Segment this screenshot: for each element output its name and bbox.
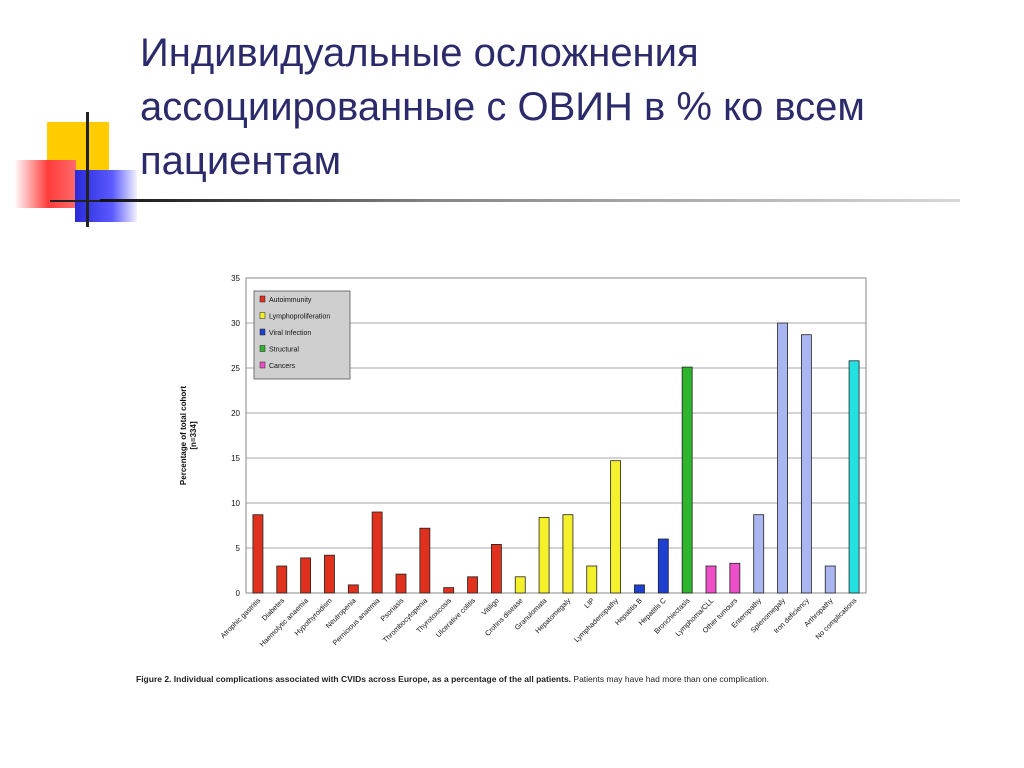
legend-swatch [259,312,266,319]
caption-normal: Patients may have had more than one comp… [571,674,770,684]
y-axis-label-n: [n=334] [189,421,198,450]
complications-bar-chart: 0 5 10 15 20 25 30 35 Percentage of total cohort… [179,274,867,648]
y-tick-label: 5 [236,544,241,553]
x-tick-label: Atrophic gastritis [218,596,262,640]
bar [347,584,359,594]
title-underline [100,199,960,202]
bar [824,565,836,594]
bar [705,565,717,594]
legend-swatch [259,295,266,303]
slide-title: Индивидуальные осложнения ассоциированны… [140,31,865,183]
bar [753,514,765,594]
legend-swatch [259,345,266,352]
bar [276,565,288,594]
y-tick-label: 20 [231,409,240,418]
bar [800,334,812,594]
bar [467,576,478,594]
legend-swatch [259,328,266,336]
bar [657,538,669,594]
bar [395,573,407,594]
legend-box [253,290,351,380]
bar [729,562,741,594]
y-tick-label: 30 [231,319,240,328]
bar [490,543,502,594]
decor-horizontal-line [50,200,142,202]
bar [610,460,622,594]
y-axis-label: Percentage of total cohort [179,386,188,485]
bar [371,511,383,594]
bar [514,576,526,594]
bar [419,527,431,594]
y-tick-label: 35 [231,274,240,283]
decor-blue-square [75,170,137,222]
bar [300,557,312,594]
y-tick-label: 10 [231,499,240,508]
figure-caption: Figure 2. Individual complications assoc… [136,674,956,684]
bar [252,514,264,594]
x-tick-label: Vitiligo [480,596,501,617]
legend-label: Lymphoproliferation [269,314,330,321]
legend-label: Cancers [269,363,296,370]
decor-vertical-line [86,112,89,227]
legend-label: Autoimmunity [269,297,312,304]
legend-label: Viral Infection [269,330,311,337]
bar [324,554,335,594]
y-tick-label: 0 [236,589,241,598]
legend-label: Structural [269,347,299,354]
bar [634,584,645,594]
x-tick-label: LIP [582,596,596,610]
bar [586,565,598,594]
bar [848,360,860,594]
y-tick-label: 25 [231,364,240,373]
caption-bold: Figure 2. Individual complications assoc… [136,674,572,684]
legend-swatch [259,361,266,369]
x-tick-label: No complications [813,596,858,641]
bar [562,514,574,594]
bar [681,366,693,594]
y-tick-label: 15 [231,454,240,463]
bar [443,587,455,594]
bar [538,516,550,594]
bar [777,322,788,594]
